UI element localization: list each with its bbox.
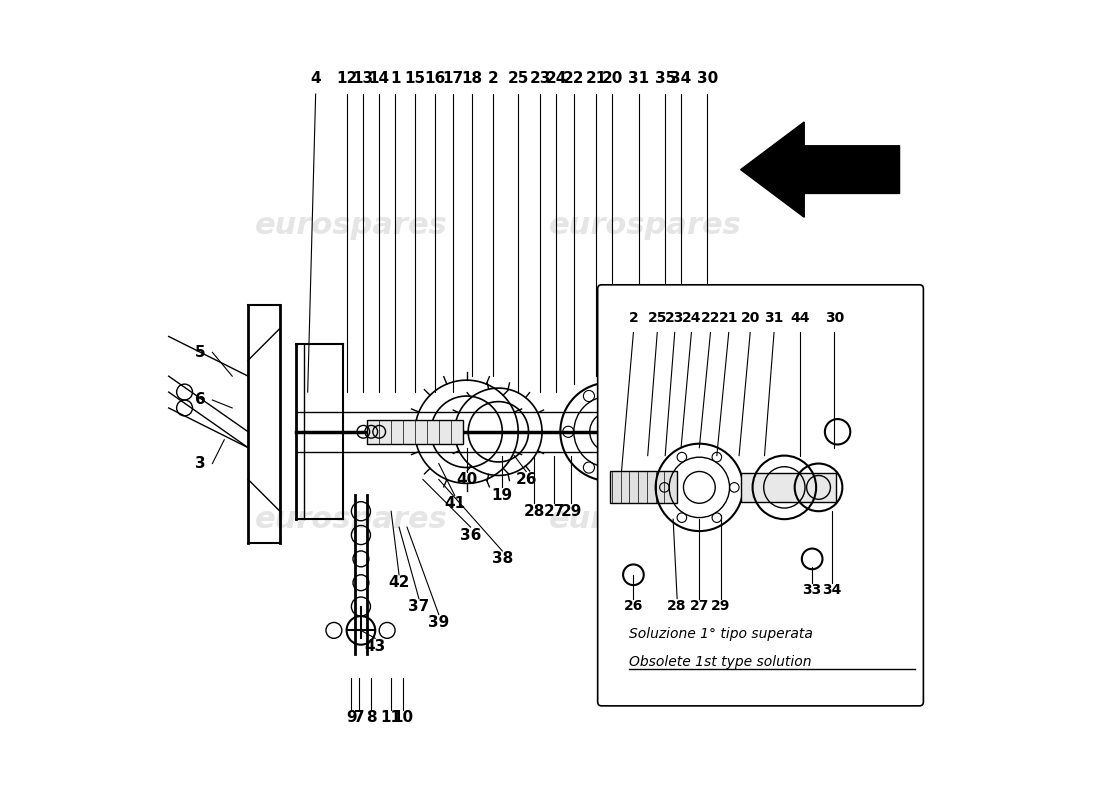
- Text: eurospares: eurospares: [549, 210, 741, 240]
- Text: 41: 41: [444, 496, 465, 510]
- Text: 26: 26: [624, 598, 644, 613]
- Text: 20: 20: [740, 310, 760, 325]
- Text: 25: 25: [507, 71, 529, 86]
- Text: 43: 43: [364, 638, 386, 654]
- Text: 3: 3: [195, 456, 206, 471]
- Text: 9: 9: [346, 710, 356, 726]
- Bar: [367, 420, 463, 444]
- Text: 6: 6: [195, 393, 206, 407]
- Text: 4: 4: [310, 71, 321, 86]
- Text: 23: 23: [530, 71, 551, 86]
- Text: 29: 29: [561, 504, 582, 518]
- Text: 36: 36: [460, 527, 481, 542]
- Text: 21: 21: [585, 71, 607, 86]
- Text: 34: 34: [671, 71, 692, 86]
- Text: 28: 28: [668, 598, 686, 613]
- Text: 16: 16: [425, 71, 446, 86]
- FancyBboxPatch shape: [597, 285, 923, 706]
- Bar: [740, 473, 836, 502]
- Text: eurospares: eurospares: [255, 210, 448, 240]
- Text: eurospares: eurospares: [549, 505, 741, 534]
- Text: 19: 19: [492, 488, 513, 503]
- Text: 21: 21: [719, 310, 738, 325]
- Text: 33: 33: [657, 480, 679, 495]
- Text: 44: 44: [791, 310, 810, 325]
- Text: 27: 27: [690, 598, 710, 613]
- Text: 30: 30: [825, 310, 844, 325]
- Text: 37: 37: [408, 599, 429, 614]
- Text: 31: 31: [628, 71, 649, 86]
- Text: 7: 7: [354, 710, 364, 726]
- Text: 35: 35: [654, 71, 675, 86]
- Text: 27: 27: [543, 504, 564, 518]
- Text: 32: 32: [634, 480, 654, 495]
- Text: 18: 18: [462, 71, 483, 86]
- Text: Soluzione 1° tipo superata: Soluzione 1° tipo superata: [629, 627, 813, 642]
- Text: 30: 30: [696, 71, 718, 86]
- Text: 22: 22: [563, 71, 584, 86]
- Text: 1: 1: [389, 71, 400, 86]
- Text: 22: 22: [701, 310, 721, 325]
- Text: 24: 24: [682, 310, 701, 325]
- Text: eurospares: eurospares: [255, 505, 448, 534]
- Text: 20: 20: [602, 71, 623, 86]
- Text: Obsolete 1st type solution: Obsolete 1st type solution: [629, 655, 812, 669]
- Polygon shape: [740, 122, 900, 218]
- Text: 25: 25: [648, 310, 667, 325]
- Text: 42: 42: [388, 575, 409, 590]
- Text: 38: 38: [492, 551, 513, 566]
- Text: 40: 40: [456, 472, 477, 487]
- Text: 15: 15: [405, 71, 426, 86]
- Text: 24: 24: [546, 71, 566, 86]
- Text: 39: 39: [428, 615, 450, 630]
- Text: 23: 23: [666, 310, 684, 325]
- Text: 33: 33: [803, 582, 822, 597]
- Text: 29: 29: [711, 598, 730, 613]
- Text: 8: 8: [366, 710, 376, 726]
- Text: 26: 26: [516, 472, 537, 487]
- Text: 10: 10: [393, 710, 414, 726]
- Text: 17: 17: [442, 71, 463, 86]
- Text: 13: 13: [353, 71, 374, 86]
- Text: 14: 14: [368, 71, 389, 86]
- Text: 2: 2: [628, 310, 638, 325]
- Text: 34: 34: [823, 582, 842, 597]
- Text: 5: 5: [195, 345, 206, 360]
- Bar: [609, 471, 678, 503]
- Text: 31: 31: [764, 310, 783, 325]
- Text: 2: 2: [487, 71, 498, 86]
- Text: 11: 11: [381, 710, 402, 726]
- Text: 28: 28: [524, 504, 544, 518]
- Text: 12: 12: [337, 71, 358, 86]
